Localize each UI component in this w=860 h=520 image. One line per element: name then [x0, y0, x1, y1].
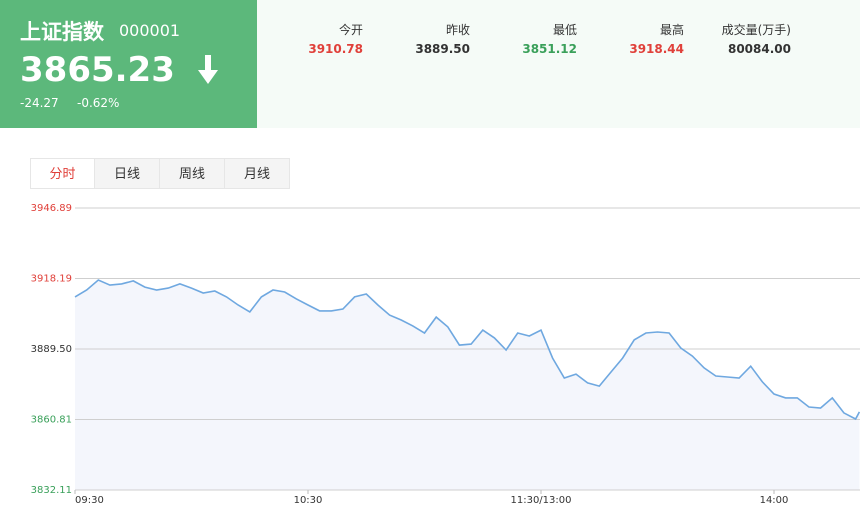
stat-value: 80084.00	[727, 42, 791, 56]
stat-label: 今开	[338, 23, 363, 37]
stats-panel: 今开 3910.78 昨收 3889.50 最低 3851.12 最高 3918.44 成交量(…	[257, 0, 860, 128]
index-change-pct: -0.62%	[77, 96, 120, 110]
tab[interactable]: 月线	[225, 158, 290, 189]
tab[interactable]: 分时	[30, 158, 95, 189]
y-tick-label: 3946.89	[31, 203, 72, 214]
area	[75, 280, 860, 490]
down-arrow	[198, 55, 218, 84]
x-tick-label: 11:30/13:00	[510, 495, 571, 506]
index-summary: 上证指数 000001 3865.23 -24.27 -0.62%	[0, 0, 257, 128]
stat-value: 3851.12	[522, 42, 577, 56]
y-tick-label: 3832.11	[31, 485, 72, 496]
index-code: 000001	[119, 21, 181, 40]
index-price: 3865.23	[20, 50, 175, 90]
stat-label: 最低	[552, 23, 577, 37]
stat-label: 最高	[659, 23, 684, 37]
x-tick-label: 14:00	[760, 495, 789, 506]
tab[interactable]: 周线	[160, 158, 225, 189]
index-name: 上证指数	[20, 20, 104, 44]
tab[interactable]: 日线	[95, 158, 160, 189]
stat-value: 3918.44	[629, 42, 684, 56]
stat-value: 3889.50	[415, 42, 470, 56]
tab-bar: 分时 日线 周线 月线	[30, 158, 290, 189]
y-tick-label: 3860.81	[31, 414, 72, 425]
stat-label: 成交量(万手)	[721, 23, 791, 37]
x-tick-label: 10:30	[294, 495, 323, 506]
y-tick-label: 3918.19	[31, 274, 72, 285]
stat-value: 3910.78	[308, 42, 363, 56]
stat-label: 昨收	[445, 23, 470, 37]
price-line	[74, 279, 860, 421]
y-tick-label: 3889.50	[31, 344, 72, 355]
index-change: -24.27	[20, 96, 59, 110]
x-tick-label: 09:30	[75, 495, 104, 506]
